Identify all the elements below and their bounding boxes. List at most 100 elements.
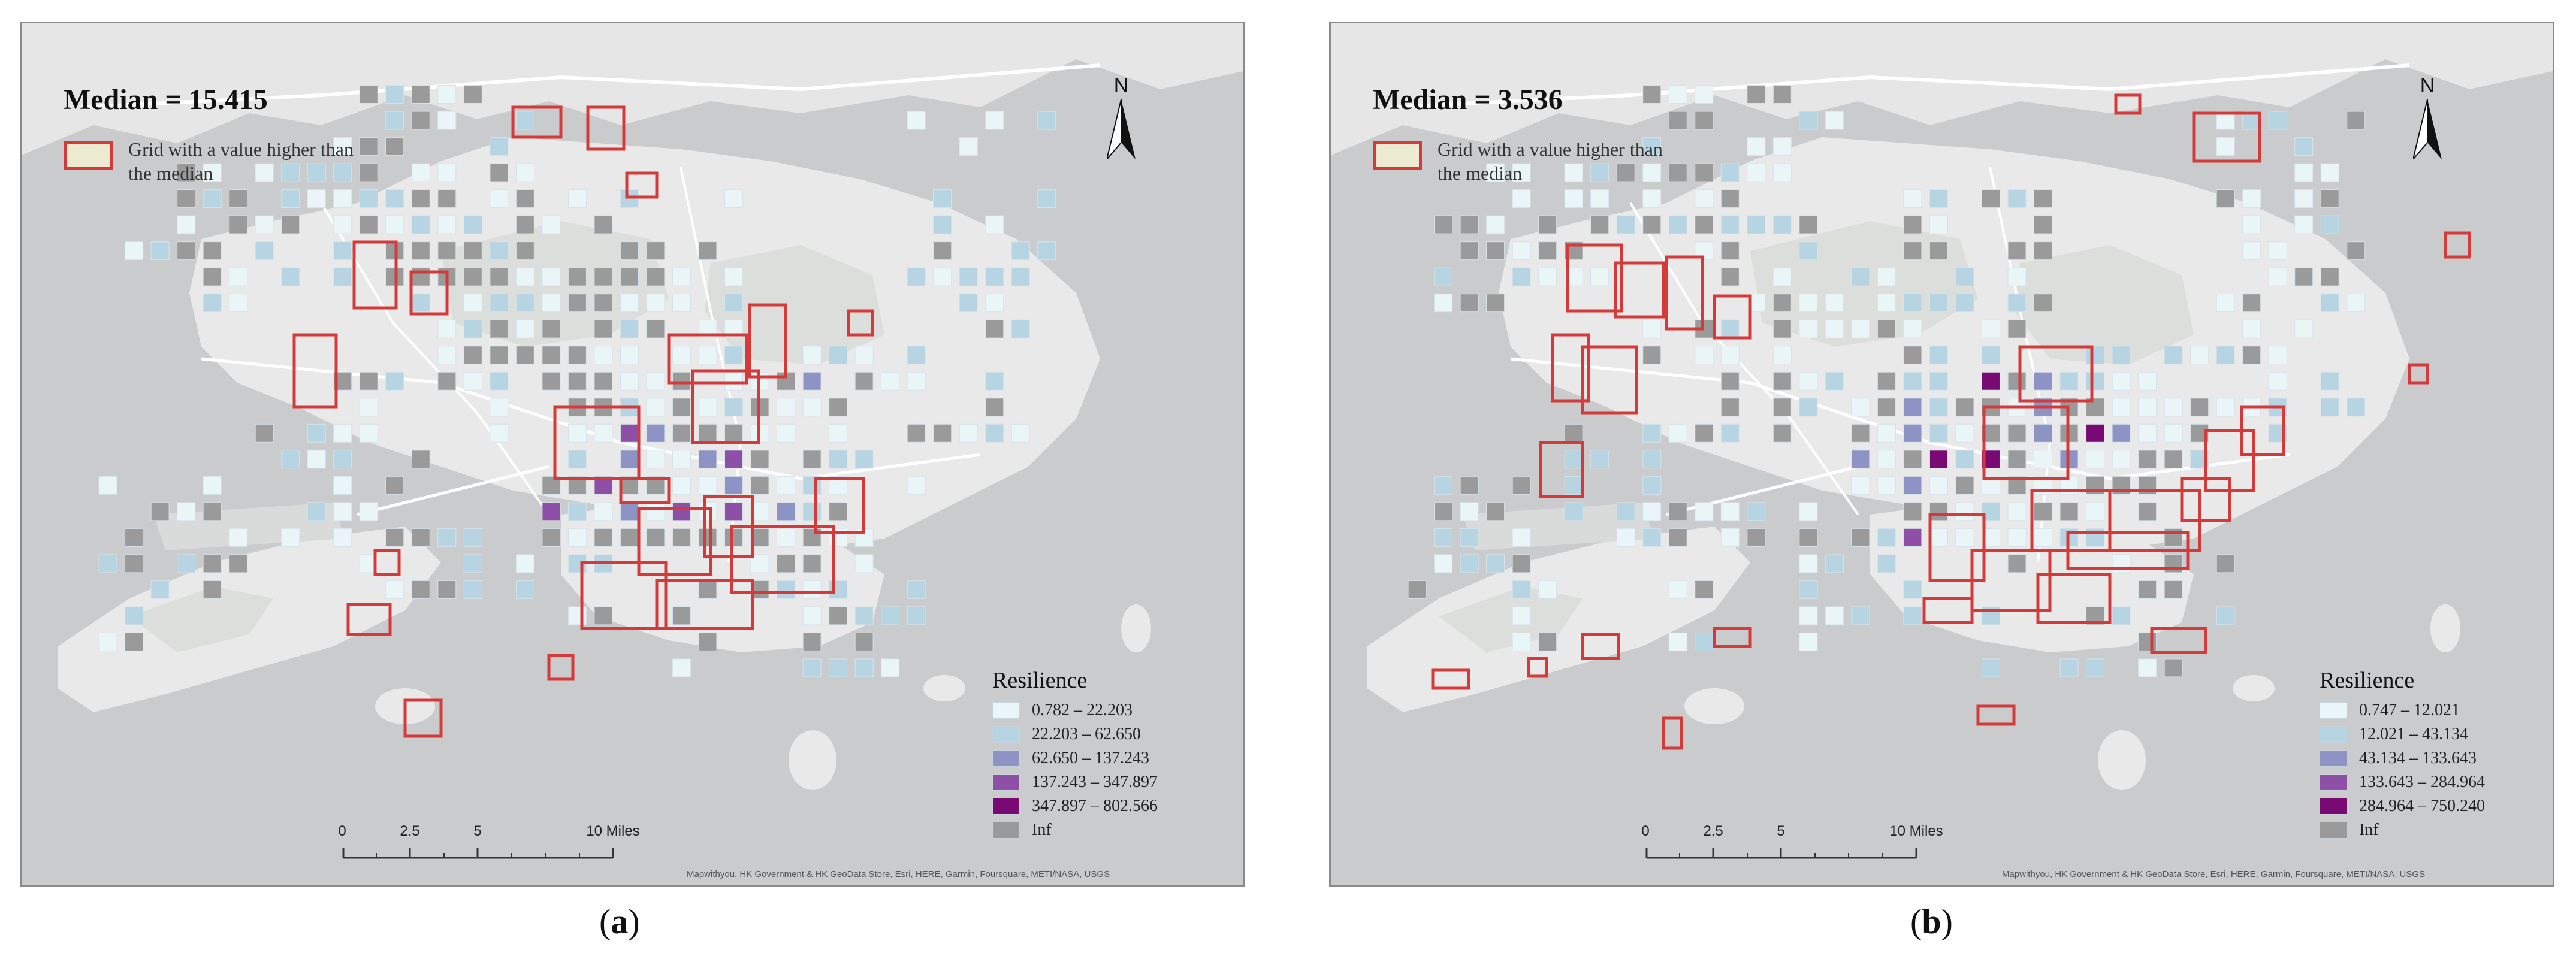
grid-cell — [281, 528, 300, 547]
grid-cell — [854, 658, 874, 677]
grid-cell — [98, 554, 117, 573]
grid-cell — [802, 502, 822, 521]
grid-cell — [2190, 398, 2209, 417]
grid-cell — [777, 424, 796, 443]
grid-cell — [203, 502, 222, 521]
grid-cell — [802, 606, 822, 625]
grid-cell — [1564, 424, 1583, 443]
grid-cell — [1460, 241, 1479, 261]
grid-cell — [698, 580, 717, 599]
grid-cell — [1903, 294, 1922, 313]
grid-cell — [1695, 163, 1714, 182]
grid-cell — [985, 215, 1004, 234]
grid-cell — [2164, 658, 2183, 677]
basemap-a — [22, 23, 1243, 885]
grid-cell — [646, 241, 665, 261]
grid-cell — [1512, 528, 1531, 547]
highlight-outline — [667, 333, 748, 385]
highlight-legend-swatch — [64, 141, 113, 170]
grid-cell — [1695, 580, 1714, 599]
grid-cell — [542, 267, 561, 286]
grid-cell — [1929, 450, 1948, 469]
grid-cell — [2007, 502, 2027, 521]
grid-cell — [1720, 424, 1740, 443]
legend-item: 137.243 – 347.897 — [992, 770, 1158, 794]
grid-cell — [594, 346, 613, 365]
legend-swatch — [2320, 822, 2347, 839]
grid-cell — [2294, 267, 2314, 286]
grid-cell — [854, 346, 874, 365]
grid-cell — [1538, 632, 1557, 651]
grid-cell — [881, 658, 900, 677]
grid-cell — [1720, 371, 1740, 391]
grid-cell — [594, 424, 613, 443]
highlight-outline — [814, 477, 865, 534]
grid-cell — [307, 424, 326, 443]
grid-cell — [2034, 241, 2053, 261]
grid-cell — [672, 450, 691, 469]
grid-cell — [1747, 163, 1766, 182]
grid-cell — [907, 111, 926, 130]
grid-cell — [2347, 398, 2366, 417]
highlight-outline — [1922, 597, 1974, 624]
grid-cell — [1642, 424, 1662, 443]
grid-cell — [463, 346, 482, 365]
grid-cell — [620, 371, 639, 391]
grid-cell — [1877, 371, 1896, 391]
grid-cell — [2216, 346, 2235, 365]
grid-cell — [724, 502, 744, 521]
grid-cell — [1955, 528, 1974, 547]
grid-cell — [2034, 450, 2053, 469]
grid-cell — [463, 554, 482, 573]
grid-cell — [594, 502, 613, 521]
grid-cell — [1668, 528, 1687, 547]
grid-cell — [1486, 241, 1505, 261]
highlight-legend: Grid with a value higher than the median — [64, 137, 356, 185]
grid-cell — [567, 502, 587, 521]
grid-cell — [646, 528, 665, 547]
grid-cell — [2216, 398, 2235, 417]
scale-bar-graphic — [1645, 848, 1917, 859]
grid-cell — [515, 189, 534, 208]
highlight-outline — [1551, 333, 1590, 403]
grid-cell — [203, 294, 222, 313]
grid-cell — [1955, 450, 1974, 469]
legend-swatch — [992, 702, 1020, 719]
grid-cell — [672, 658, 691, 677]
grid-cell — [1538, 215, 1557, 234]
grid-cell — [1772, 294, 1792, 313]
grid-cell — [150, 580, 170, 599]
grid-cell — [1903, 319, 1922, 338]
grid-cell — [1772, 85, 1792, 104]
grid-cell — [646, 371, 665, 391]
highlight-outline — [1982, 405, 2070, 480]
grid-cell — [2059, 502, 2079, 521]
grid-cell — [907, 580, 926, 599]
grid-cell — [385, 111, 404, 130]
legend-label: Inf — [1032, 821, 1052, 839]
grid-cell — [1486, 215, 1505, 234]
grid-cell — [515, 580, 534, 599]
grid-cell — [2059, 658, 2079, 677]
north-arrow-icon — [1107, 99, 1136, 159]
highlight-outlines-b — [1431, 93, 2471, 750]
grid-cell — [1903, 450, 1922, 469]
highlight-outline — [2204, 429, 2255, 492]
highlight-outline — [2240, 405, 2285, 456]
highlight-legend-swatch — [1373, 141, 1422, 170]
grid-cell — [959, 267, 978, 286]
grid-cell — [1929, 241, 1948, 261]
grid-cell — [2216, 189, 2235, 208]
legend-item: 284.964 – 750.240 — [2320, 794, 2485, 818]
resilience-legend: Resilience 0.782 – 22.203 22.203 – 62.65… — [992, 667, 1158, 842]
grid-cell — [1851, 528, 1870, 547]
grid-cell — [229, 554, 248, 573]
grid-cell — [1486, 554, 1505, 573]
grid-cell — [2164, 398, 2183, 417]
grid-cell — [567, 294, 587, 313]
grid-cell — [1799, 398, 1818, 417]
caption-letter: b — [1922, 902, 1941, 941]
grid-cell — [437, 163, 457, 182]
grid-cell — [2320, 215, 2339, 234]
grid-cell — [1799, 215, 1818, 234]
